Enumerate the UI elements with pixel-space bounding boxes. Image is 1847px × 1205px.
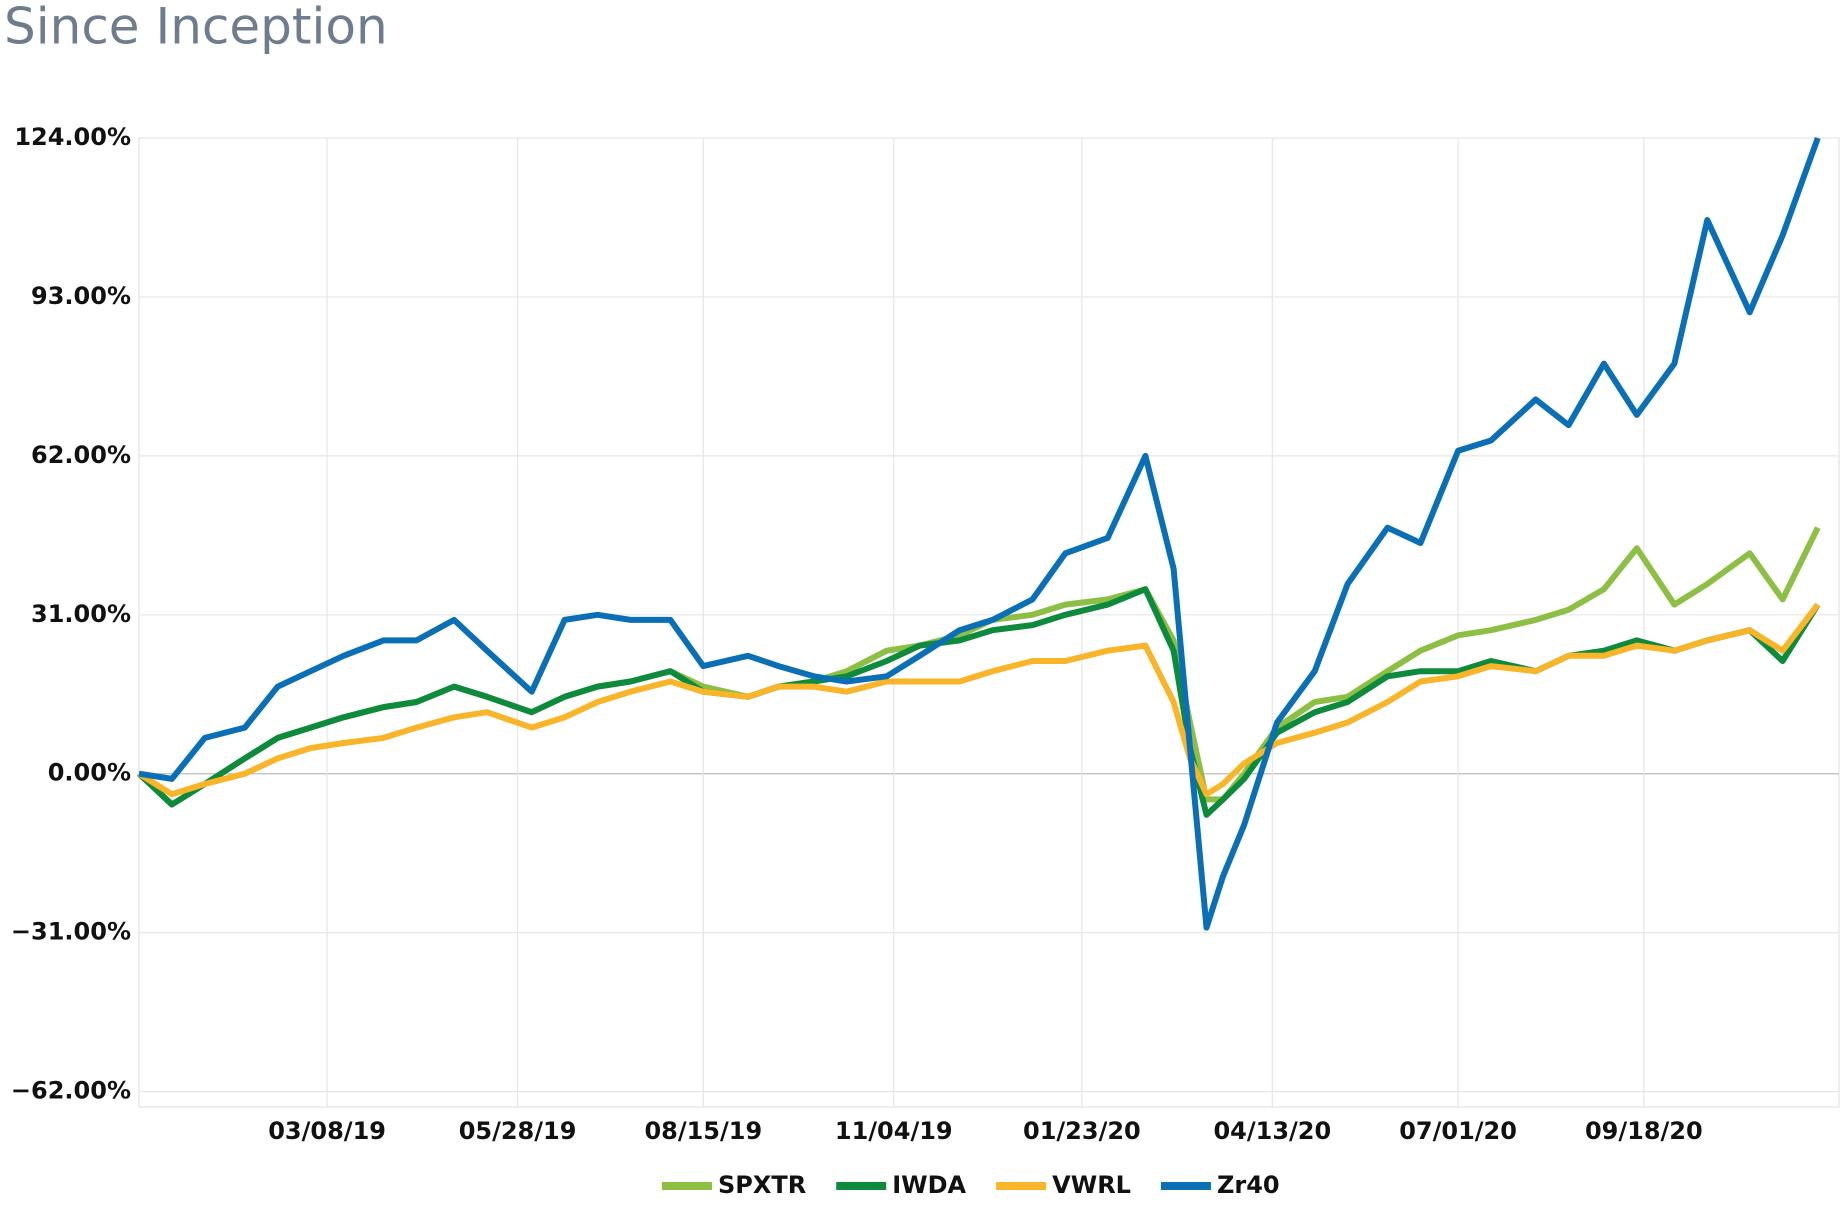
- y-tick-label: −31.00%: [11, 918, 131, 946]
- legend-label: VWRL: [1052, 1171, 1131, 1199]
- series-line: [137, 602, 1821, 798]
- series-line: [138, 136, 1821, 931]
- legend: SPXTR IWDA VWRL Zr40: [662, 1171, 1280, 1199]
- y-tick-label: 93.00%: [31, 282, 131, 310]
- series-line: [136, 526, 1821, 808]
- y-tick-label: 62.00%: [31, 441, 131, 469]
- x-tick-label: 07/01/20: [1399, 1117, 1517, 1145]
- x-tick-label: 04/13/20: [1213, 1117, 1331, 1145]
- y-tick-label: −62.00%: [11, 1077, 131, 1105]
- y-tick-label: 31.00%: [31, 600, 131, 628]
- legend-label: IWDA: [892, 1171, 966, 1199]
- y-tick-label: 0.00%: [48, 759, 131, 787]
- x-tick-label: 03/08/19: [268, 1117, 386, 1145]
- x-tick-label: 05/28/19: [459, 1117, 577, 1145]
- chart-title: Since Inception: [4, 0, 388, 56]
- x-tick-label: 11/04/19: [835, 1117, 953, 1145]
- y-tick-label: 124.00%: [14, 123, 131, 151]
- x-tick-label: 09/18/20: [1585, 1117, 1703, 1145]
- legend-label: SPXTR: [718, 1171, 806, 1199]
- legend-label: Zr40: [1217, 1171, 1280, 1199]
- x-tick-label: 08/15/19: [644, 1117, 762, 1145]
- x-tick-label: 01/23/20: [1023, 1117, 1141, 1145]
